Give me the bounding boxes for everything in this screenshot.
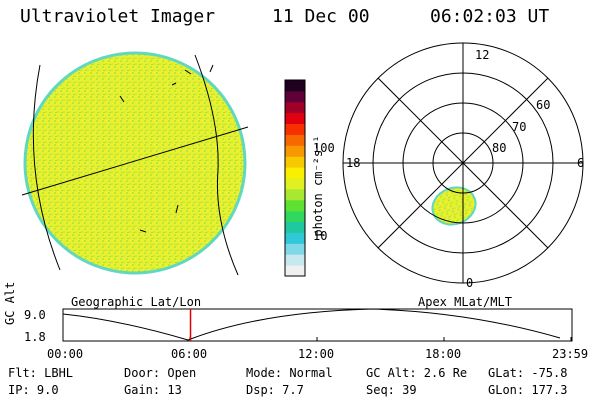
colorbar-band xyxy=(285,123,305,135)
status-gc-alt: GC Alt: 2.6 Re xyxy=(366,366,468,380)
colorbar-band xyxy=(285,134,305,146)
status-ip: IP: 9.0 xyxy=(8,383,59,397)
geo-panel-label: Geographic Lat/Lon xyxy=(71,295,202,309)
colorbar-band xyxy=(285,210,305,223)
colorbar-band xyxy=(285,199,305,212)
earth-image xyxy=(23,51,247,275)
status-seq: Seq: 39 xyxy=(366,383,417,397)
status-door: Door: Open xyxy=(124,366,197,380)
lat-label-70: 70 xyxy=(512,120,527,134)
time-label: 06:02:03 UT xyxy=(430,6,550,27)
colorbar-band xyxy=(285,265,305,277)
status-glat: GLat: -75.8 xyxy=(488,366,568,380)
colorbar-band xyxy=(285,232,305,244)
mlt-label-6: 6 xyxy=(577,156,585,170)
altitude-strip-plot xyxy=(62,308,573,342)
time-tick-0600: 06:00 xyxy=(171,347,208,361)
mlt-label-18: 18 xyxy=(346,156,361,170)
status-dsp: Dsp: 7.7 xyxy=(246,383,304,397)
colorbar-frame xyxy=(284,79,306,277)
colorbar-band xyxy=(285,221,305,233)
date-label: 11 Dec 00 xyxy=(272,6,370,27)
geo-grid-lines xyxy=(21,54,249,276)
lat-label-60: 60 xyxy=(536,98,551,112)
colorbar-band xyxy=(285,167,305,179)
status-mode: Mode: Normal xyxy=(246,366,333,380)
instrument-title: Ultraviolet Imager xyxy=(20,6,216,27)
colorbar-tick-100: 100 xyxy=(313,141,335,155)
colorbar-band xyxy=(285,145,305,157)
colorbar xyxy=(285,80,305,277)
time-tick-0000: 00:00 xyxy=(47,347,84,361)
colorbar-band xyxy=(285,243,305,255)
lat-label-80: 80 xyxy=(492,141,507,155)
colorbar-band xyxy=(285,254,305,266)
colorbar-band xyxy=(285,101,305,114)
status-gain: Gain: 13 xyxy=(124,383,182,397)
time-tick-2359: 23:59 xyxy=(552,347,589,361)
colorbar-tick-10: 10 xyxy=(313,229,328,243)
colorbar-band xyxy=(285,156,305,168)
alt-tick-9: 9.0 xyxy=(24,308,46,322)
time-tick-1200: 12:00 xyxy=(298,347,335,361)
colorbar-band xyxy=(285,90,305,103)
polar-panel-label: Apex MLat/MLT xyxy=(418,295,512,309)
gc-alt-axis-label: GC Alt xyxy=(3,281,17,325)
polar-plot xyxy=(342,42,584,284)
time-tick-1800: 18:00 xyxy=(425,347,462,361)
colorbar-band xyxy=(285,80,305,92)
status-glon: GLon: 177.3 xyxy=(488,383,568,397)
colorbar-band xyxy=(285,112,305,125)
colorbar-unit-label: photon cm⁻²s⁻¹ xyxy=(311,135,325,237)
colorbar-band xyxy=(285,188,305,201)
mlt-label-0: 0 xyxy=(466,276,474,290)
mlt-label-12: 12 xyxy=(475,48,490,62)
alt-tick-1-8: 1.8 xyxy=(24,330,46,344)
colorbar-band xyxy=(285,178,305,190)
status-flt: Flt: LBHL xyxy=(8,366,74,380)
